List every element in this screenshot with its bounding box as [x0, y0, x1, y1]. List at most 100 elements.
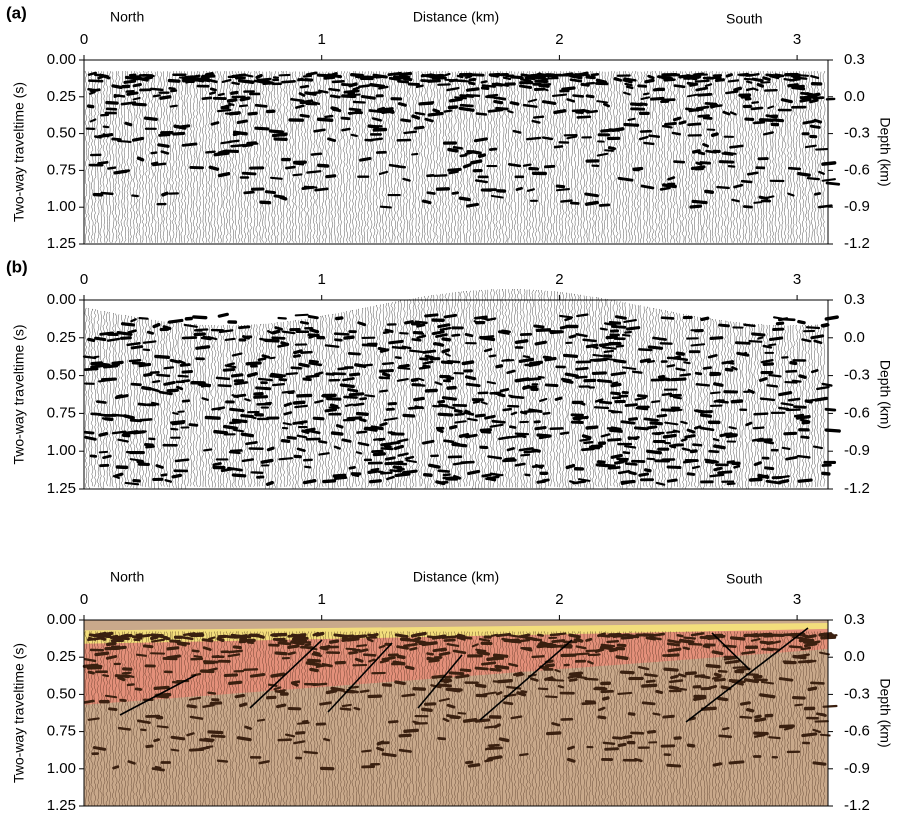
reflection: [640, 96, 651, 101]
reflection: [452, 145, 463, 150]
trace: [471, 290, 475, 489]
trace: [564, 292, 568, 489]
reflection: [363, 653, 377, 657]
reflection: [171, 680, 181, 684]
reflection: [739, 715, 753, 719]
trace: [408, 71, 412, 243]
reflection: [158, 635, 168, 639]
annotation: South: [726, 11, 763, 27]
reflection: [269, 374, 284, 379]
reflection: [699, 161, 712, 165]
trace: [741, 322, 745, 489]
reflection: [817, 204, 833, 209]
trace: [324, 315, 328, 487]
reflection: [585, 81, 596, 85]
reflection: [136, 156, 145, 162]
trace: [618, 71, 622, 243]
reflection: [397, 452, 409, 457]
reflection: [243, 190, 255, 195]
reflection: [797, 653, 810, 658]
trace: [513, 289, 517, 488]
y-tick-label: 0.75: [47, 404, 76, 421]
trace: [228, 631, 232, 806]
reflection: [403, 77, 413, 82]
trace: [126, 631, 130, 806]
reflection: [663, 667, 679, 672]
reflection: [734, 341, 751, 345]
trace: [510, 289, 514, 488]
trace: [411, 631, 415, 806]
trace: [552, 71, 556, 243]
reflection: [508, 638, 520, 643]
trace: [267, 71, 271, 243]
trace: [174, 322, 178, 489]
reflection: [98, 431, 109, 437]
reflection: [201, 638, 214, 643]
trace: [567, 293, 571, 489]
reflection: [759, 693, 776, 699]
trace: [822, 71, 826, 243]
fault: [711, 632, 751, 671]
trace: [564, 631, 568, 806]
reflection: [799, 96, 812, 101]
trace: [699, 317, 703, 489]
reflection: [419, 357, 429, 361]
reflection: [537, 687, 549, 691]
trace: [504, 289, 508, 488]
trace: [405, 299, 409, 489]
reflection: [301, 719, 309, 723]
reflection: [659, 376, 671, 382]
reflection: [424, 313, 439, 318]
reflection: [304, 643, 312, 647]
reflection: [602, 346, 617, 350]
trace: [306, 71, 310, 243]
trace: [120, 314, 124, 490]
reflection: [613, 77, 621, 82]
trace: [711, 631, 715, 807]
trace: [693, 71, 697, 243]
trace: [363, 307, 367, 488]
reflection: [382, 372, 391, 378]
reflection: [398, 72, 412, 77]
trace: [609, 299, 613, 487]
trace: [576, 294, 580, 487]
reflection: [739, 701, 751, 706]
reflection: [313, 128, 326, 133]
reflection: [643, 468, 652, 473]
reflection: [778, 390, 793, 397]
y2-tick-label: 0.3: [844, 611, 865, 628]
reflection: [167, 318, 184, 324]
reflection: [566, 135, 578, 140]
trace: [411, 298, 415, 488]
reflection: [207, 636, 216, 640]
trace: [447, 292, 451, 489]
trace: [762, 631, 766, 806]
reflection: [439, 326, 452, 332]
reflection: [292, 173, 303, 177]
reflection: [392, 660, 406, 666]
y2-tick-label: 0.0: [844, 88, 865, 105]
reflection: [87, 670, 95, 675]
reflection: [438, 697, 450, 702]
reflection: [710, 460, 719, 464]
trace: [180, 323, 184, 489]
trace: [450, 71, 454, 243]
reflection: [132, 83, 142, 88]
trace: [90, 71, 94, 243]
reflection: [514, 377, 530, 383]
trace: [129, 316, 133, 488]
reflection: [307, 333, 320, 338]
reflection: [480, 430, 492, 434]
reflection: [441, 348, 451, 354]
reflection: [290, 680, 301, 685]
reflection: [474, 179, 488, 184]
trace: [426, 71, 430, 243]
reflection: [454, 420, 467, 424]
trace: [84, 71, 88, 243]
trace: [678, 313, 682, 488]
reflection: [453, 442, 461, 447]
y-axis-label: Two-way traveltime (s): [11, 324, 27, 464]
x-tick-label: 0: [80, 31, 88, 48]
reflection: [623, 319, 637, 324]
reflection: [782, 632, 797, 637]
